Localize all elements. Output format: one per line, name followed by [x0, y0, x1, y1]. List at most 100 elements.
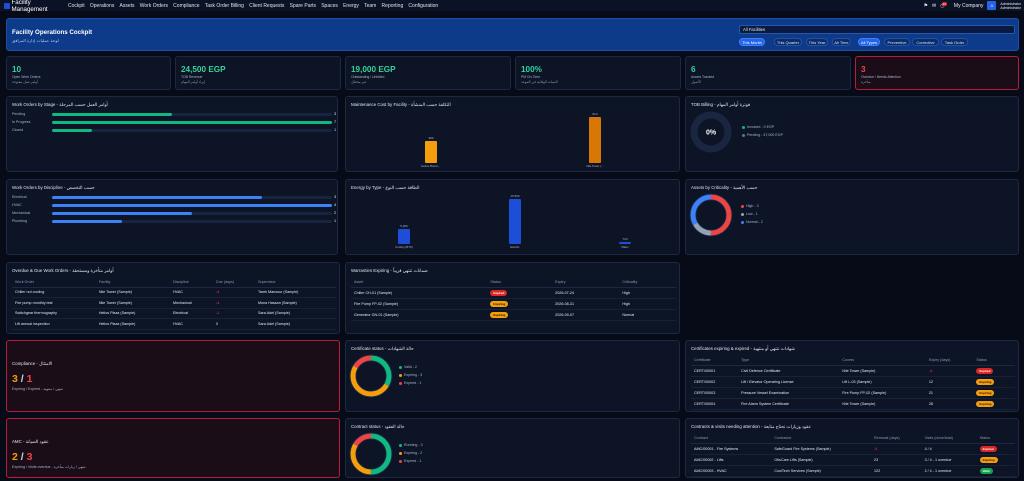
nav-item[interactable]: Spare Parts	[289, 2, 317, 9]
kpi-label: Assets Tracked	[691, 75, 715, 79]
donut-slice[interactable]	[350, 433, 392, 475]
nav-item[interactable]: Operations	[89, 2, 115, 9]
nav-item[interactable]: Energy	[343, 2, 359, 9]
filter-pill[interactable]: Preventive	[884, 38, 910, 46]
bar-track	[52, 128, 332, 132]
donut-slice[interactable]	[350, 433, 392, 475]
nav-item[interactable]: Configuration	[408, 2, 439, 9]
table-cell: Nile Tower (Sample)	[95, 297, 170, 309]
table-cell: CERT/00002	[691, 376, 739, 388]
table-cell: Expired	[487, 287, 553, 299]
table-cell: HVAC	[170, 318, 214, 330]
table-cell: Expired	[976, 443, 1015, 455]
filter-pill[interactable]: This Year	[806, 38, 828, 46]
table-row[interactable]: AMC/00001 - Fire Systems SafeGuard Fire S…	[691, 443, 1015, 455]
kpi-value: 6	[691, 65, 696, 74]
nav-item[interactable]: Assets	[119, 2, 135, 9]
bar[interactable]	[52, 203, 332, 207]
legend-dot-icon	[741, 220, 744, 224]
table-row[interactable]: AMC/00003 - HVAC CoolTech Services (Sampl…	[691, 465, 1015, 477]
bar-track	[52, 219, 332, 223]
legend-label: Normal - 2	[746, 220, 763, 224]
tob-donut: 0%	[690, 111, 732, 153]
facility-select[interactable]: All Facilities	[739, 25, 1015, 34]
bar[interactable]	[619, 241, 631, 244]
avatar[interactable]: A	[987, 1, 997, 10]
nav-item[interactable]: Spaces	[321, 2, 338, 9]
column-header: Asset	[351, 277, 488, 288]
filter-pill[interactable]: This Quarter	[774, 38, 802, 46]
wo-by-discipline-card: Work Orders by Discipline - حسب التخصص E…	[6, 179, 338, 255]
table-row[interactable]: Chiller not cooling Nile Tower (Sample) HV…	[12, 287, 336, 298]
separator: /	[20, 373, 24, 385]
table-cell: Fire Pump FP-02 (Sample)	[839, 387, 926, 399]
table-row[interactable]: CERT/00001 Civil Defence Certificate Nile …	[691, 365, 1015, 377]
donut-slice[interactable]	[690, 194, 732, 236]
brand[interactable]: Facility Management	[0, 0, 68, 13]
table-cell: Chiller not cooling	[12, 287, 96, 298]
bar[interactable]	[52, 219, 122, 223]
table-row[interactable]: Lift annual inspection Helios Plaza (Samp…	[12, 318, 336, 330]
nav-item[interactable]: Work Orders	[139, 2, 168, 9]
bar[interactable]	[398, 228, 410, 244]
legend-dot-icon	[741, 204, 744, 208]
nav-item[interactable]: Task Order Billing	[204, 2, 244, 9]
nav-item[interactable]: Reporting	[381, 2, 404, 9]
column-header: Status	[976, 433, 1015, 444]
bar[interactable]	[52, 195, 262, 199]
overdue-wo-card: Overdue & Due Work Orders - أوامر متأخرة…	[6, 262, 340, 334]
table-cell: Lift annual inspection	[12, 318, 96, 330]
legend-item: Normal - 2	[741, 220, 763, 224]
filter-pill[interactable]: All Types	[858, 38, 880, 46]
amc-card[interactable]: AMC - عقود الصيانة 2 / 3 Expiring / Visi…	[6, 418, 340, 478]
table-row[interactable]: Chiller CH-01 (Sample) Expired 2026-07-24 H…	[351, 287, 676, 299]
table-cell: 3 / 4 - 1 overdue	[921, 454, 977, 466]
brand-label: Facility Management	[11, 0, 48, 13]
legend-dot-icon	[399, 451, 402, 455]
filter-pill[interactable]: This Month	[739, 38, 765, 46]
chat-icon[interactable]: ✉	[932, 2, 937, 9]
bar[interactable]	[52, 120, 332, 124]
filter-pill[interactable]: Task Order	[941, 38, 968, 46]
bar[interactable]	[425, 141, 437, 163]
table-row[interactable]: Switchgear thermography Helios Plaza (Sam…	[12, 308, 336, 319]
table-header-row: Asset Status Expiry Criticality	[351, 277, 676, 288]
bar[interactable]	[52, 112, 172, 116]
legend-dot-icon	[399, 443, 402, 447]
table-row[interactable]: CERT/00004 Fire Alarm System Certificate N…	[691, 398, 1015, 410]
nav-item[interactable]: Team	[364, 2, 377, 9]
nav-item[interactable]: Cockpit	[68, 2, 85, 9]
amc-expiring: 2	[12, 451, 18, 463]
notification-badge: 24	[941, 1, 947, 6]
activity-icon[interactable]: ◷24	[940, 1, 950, 9]
table-row[interactable]: Fire Pump FP-02 (Sample) Expiring 2026-08-…	[351, 298, 676, 310]
bell-icon[interactable]: ⚑	[923, 2, 928, 9]
cockpit-header: Facility Operations Cockpit لوحة عمليات …	[6, 18, 1019, 51]
column-header: Expiry	[552, 277, 620, 288]
bar[interactable]	[589, 117, 601, 163]
legend-label: Expiring - 3	[404, 373, 423, 377]
filter-pill[interactable]: Corrective	[912, 38, 939, 46]
table-row[interactable]: CERT/00002 Lift / Elevator Operating Lice…	[691, 376, 1015, 388]
legend-label: Valid - 2	[404, 365, 417, 369]
nav-item[interactable]: Client Requests	[249, 2, 285, 9]
user-menu[interactable]: Administrator Administrator	[1000, 2, 1021, 10]
table-cell: CERT/00004	[691, 398, 739, 410]
company-switcher[interactable]: My Company	[953, 2, 984, 9]
donut-track	[690, 111, 732, 153]
table-row[interactable]: Generator GN-01 (Sample) Expiring 2026-09-…	[351, 309, 676, 321]
donut-slice[interactable]	[350, 355, 392, 397]
bar[interactable]	[509, 199, 521, 244]
table-row[interactable]: AMC/00002 - Lifts OtisCare Lifts (Sample)…	[691, 454, 1015, 466]
main-menu: Cockpit Operations Assets Work Orders Compli…	[68, 3, 443, 9]
column-header: Status	[487, 277, 553, 288]
table-row[interactable]: CERT/00003 Pressure Vessel Examination Fir…	[691, 387, 1015, 399]
filter-pill[interactable]: All Time	[832, 38, 851, 46]
bar[interactable]	[52, 128, 92, 132]
nav-item[interactable]: Compliance	[173, 2, 200, 9]
compliance-card[interactable]: Compliance - الامتثال 3 / 1 Expiring / E…	[6, 340, 340, 412]
card-title: Overdue & Due Work Orders - أوامر متأخرة…	[12, 268, 114, 273]
table-row[interactable]: Fire pump monthly test Nile Tower (Sample…	[12, 297, 336, 309]
bar[interactable]	[52, 211, 192, 215]
donut-slice[interactable]	[350, 355, 392, 397]
